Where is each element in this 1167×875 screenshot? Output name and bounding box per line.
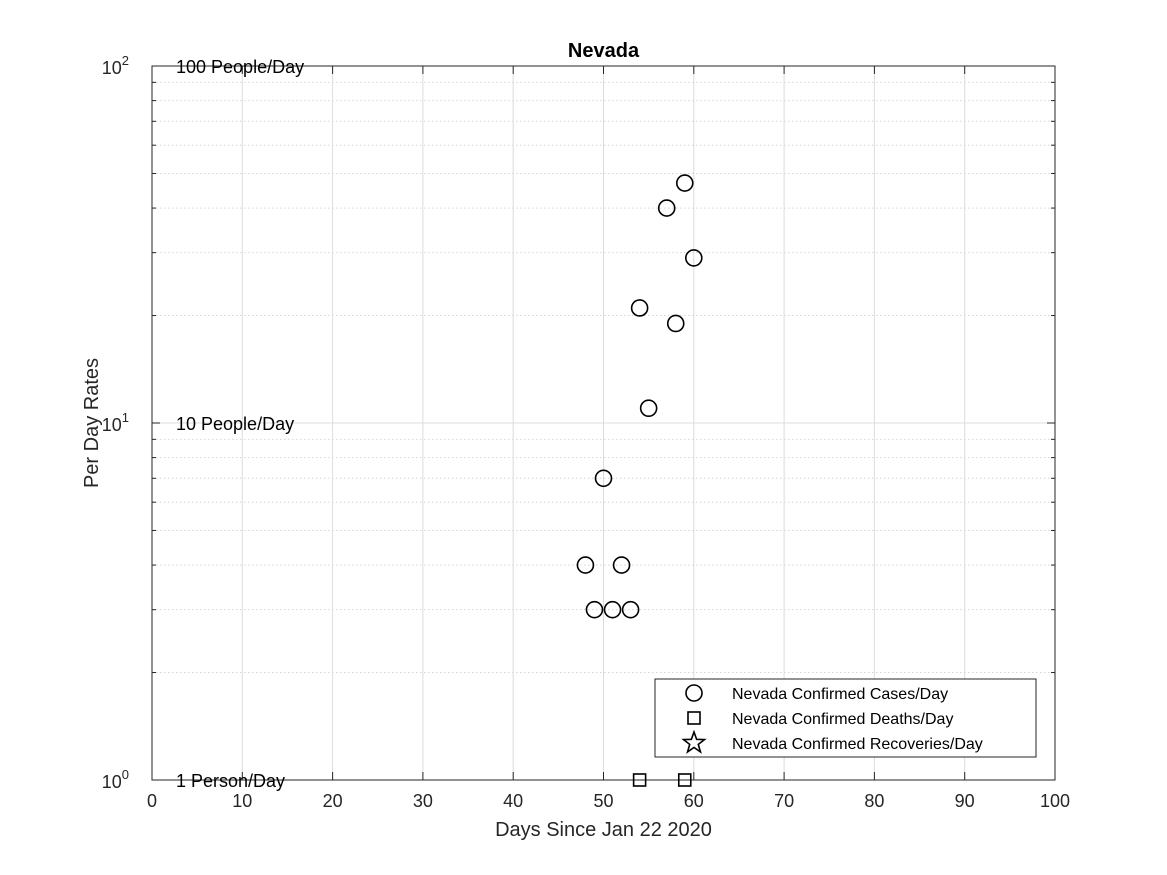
y-tick-base: 10 bbox=[102, 415, 122, 435]
y-tick-label: 100 bbox=[102, 767, 129, 792]
legend-label-recoveries: Nevada Confirmed Recoveries/Day bbox=[732, 736, 983, 753]
chart-title: Nevada bbox=[568, 40, 640, 62]
cases-point bbox=[603, 600, 622, 619]
deaths-point bbox=[632, 773, 647, 787]
legend-entry-cases: Nevada Confirmed Cases/Day bbox=[685, 684, 948, 703]
cases-point bbox=[657, 199, 676, 217]
reference-label: 100 People/Day bbox=[176, 57, 304, 77]
cases-point bbox=[612, 556, 631, 574]
y-tick-label: 101 bbox=[102, 410, 129, 435]
cases-point bbox=[594, 469, 613, 488]
cases-point bbox=[684, 249, 703, 267]
x-tick-label: 70 bbox=[774, 791, 794, 811]
cases-point bbox=[621, 600, 640, 619]
legend-star-icon bbox=[681, 729, 707, 754]
grid-layer bbox=[152, 66, 1055, 780]
legend-label-cases: Nevada Confirmed Cases/Day bbox=[732, 686, 948, 703]
reference-labels: 100 People/Day 10 People/Day 1 Person/Day bbox=[176, 57, 304, 791]
reference-label: 10 People/Day bbox=[176, 414, 294, 434]
cases-point bbox=[675, 174, 694, 192]
legend-entry-deaths: Nevada Confirmed Deaths/Day bbox=[687, 711, 953, 728]
cases-point bbox=[630, 299, 649, 317]
cases-point bbox=[666, 314, 685, 333]
y-tick-exponent: 1 bbox=[122, 410, 129, 425]
y-axis-title: Per Day Rates bbox=[81, 358, 103, 488]
y-tick-base: 10 bbox=[102, 772, 122, 792]
x-tick-label: 0 bbox=[147, 791, 157, 811]
reference-label: 1 Person/Day bbox=[176, 771, 285, 791]
x-tick-label: 90 bbox=[955, 791, 975, 811]
cases-point bbox=[639, 399, 658, 418]
x-tick-label: 40 bbox=[503, 791, 523, 811]
legend-label-deaths: Nevada Confirmed Deaths/Day bbox=[732, 711, 953, 728]
cases-point bbox=[576, 556, 595, 574]
x-tick-label: 100 bbox=[1040, 791, 1070, 811]
legend-square-icon bbox=[687, 711, 701, 725]
cases-point bbox=[585, 600, 604, 619]
y-tick-exponent: 0 bbox=[122, 767, 129, 782]
legend-box bbox=[654, 678, 1037, 758]
y-tick-exponent: 2 bbox=[122, 53, 129, 68]
x-tick-label: 80 bbox=[864, 791, 884, 811]
x-axis-title: Days Since Jan 22 2020 bbox=[495, 819, 712, 841]
x-tick-label: 20 bbox=[323, 791, 343, 811]
y-tick-base: 10 bbox=[102, 58, 122, 78]
x-tick-label: 10 bbox=[232, 791, 252, 811]
legend: Nevada Confirmed Cases/Day Nevada Confir… bbox=[654, 678, 1037, 758]
legend-entry-recoveries: Nevada Confirmed Recoveries/Day bbox=[681, 729, 983, 754]
x-tick-label: 60 bbox=[684, 791, 704, 811]
x-tick-label: 50 bbox=[593, 791, 613, 811]
data-points bbox=[576, 174, 703, 787]
legend-circle-icon bbox=[685, 684, 703, 702]
y-tick-label: 102 bbox=[102, 53, 129, 78]
x-tick-label: 30 bbox=[413, 791, 433, 811]
deaths-point bbox=[677, 773, 692, 787]
